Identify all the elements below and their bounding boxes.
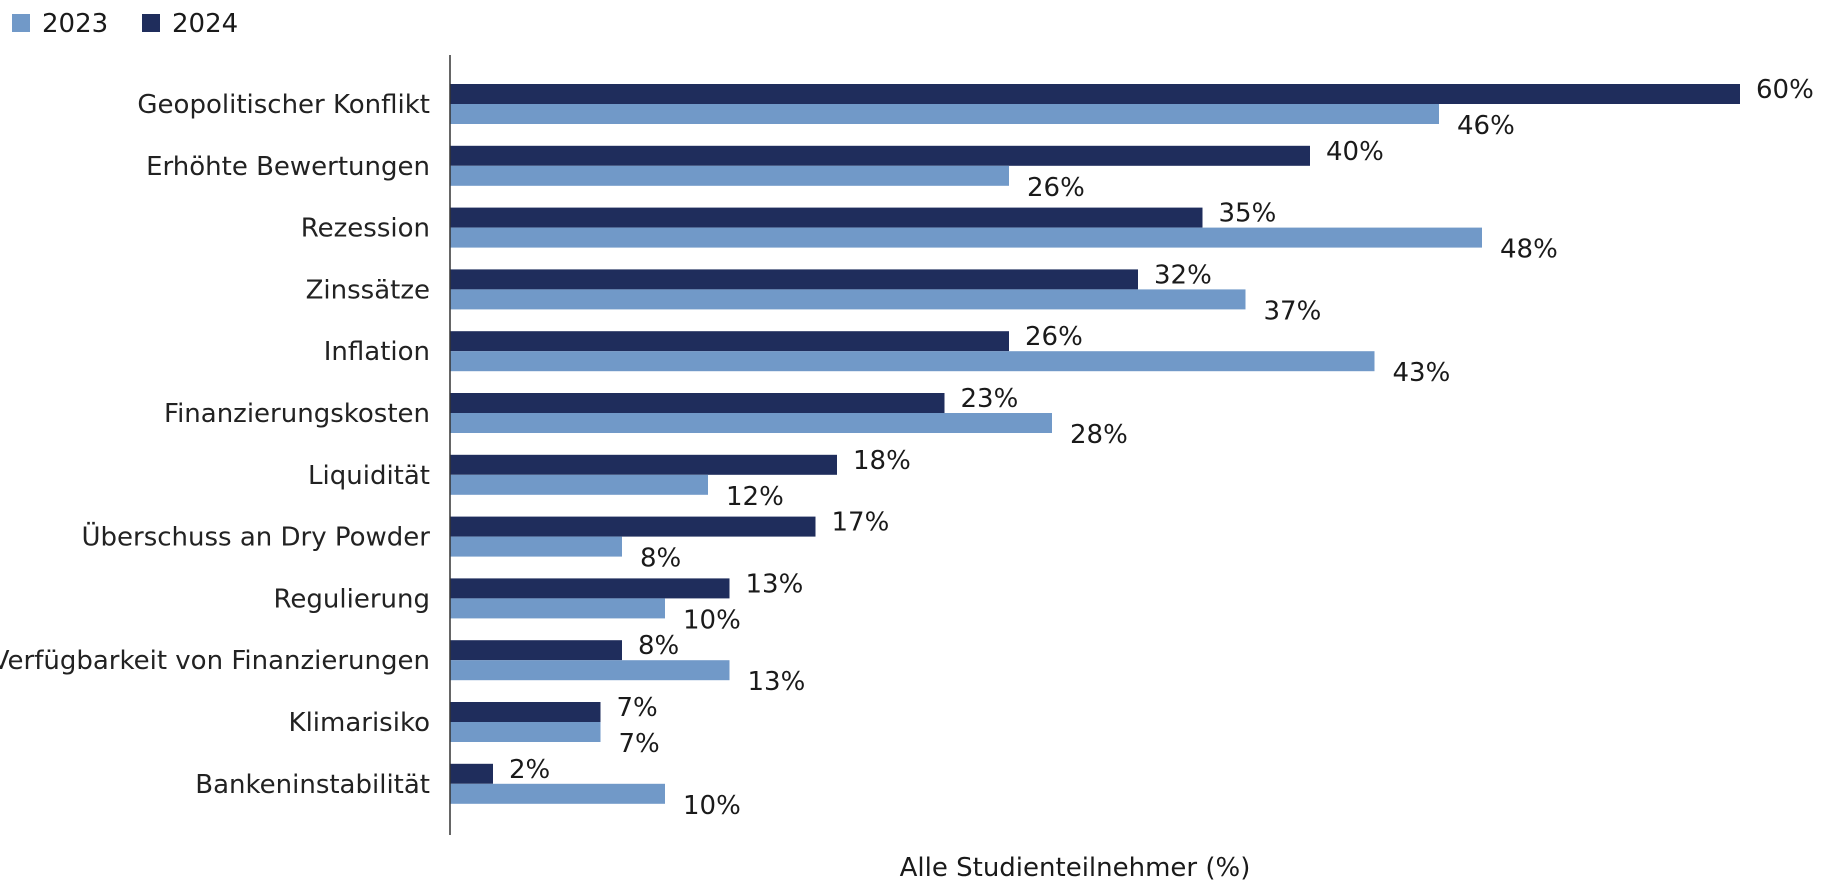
bar-2023-klimarisiko — [450, 722, 601, 742]
category-label-liquiditat: Liquidität — [308, 461, 430, 491]
value-label-2023-uberschuss-an-dry-powder: 8% — [640, 544, 681, 574]
bar-2024-rezession — [450, 207, 1203, 228]
value-labels: 60% 46% 40% 26% 35% 48% 32% 37% 26% 43% 23% 28% 18% 1… — [509, 75, 1814, 821]
bar-2024-verfugbarkeit-von-finanzierungen — [450, 640, 622, 661]
value-label-2024-inflation: 26% — [1025, 322, 1083, 352]
value-label-2023-zinssatze: 37% — [1264, 296, 1322, 326]
value-label-2024-finanzierungskosten: 23% — [961, 384, 1019, 414]
value-label-2024-bankeninstabilitat: 2% — [509, 755, 550, 785]
bar-2024-regulierung — [450, 578, 730, 599]
value-label-2024-zinssatze: 32% — [1154, 260, 1212, 290]
bar-2023-bankeninstabilitat — [450, 783, 665, 804]
value-label-2024-erhohte-bewertungen: 40% — [1326, 137, 1384, 167]
bar-2024-liquiditat — [450, 454, 837, 475]
category-label-zinssatze: Zinssätze — [306, 275, 430, 305]
bar-2023-inflation — [450, 351, 1375, 372]
value-label-2023-finanzierungskosten: 28% — [1070, 420, 1128, 450]
bar-2023-zinssatze — [450, 289, 1246, 310]
legend-label-2024: 2024 — [172, 9, 238, 39]
category-label-verfugbarkeit-von-finanzierungen: Verfügbarkeit von Finanzierungen — [0, 646, 430, 676]
bars-group — [450, 84, 1740, 804]
category-labels: Geopolitischer Konflikt Erhöhte Bewertung… — [0, 90, 430, 800]
value-label-2024-geopolitischer-konflikt: 60% — [1756, 75, 1814, 105]
legend: 2023 2024 — [12, 9, 238, 39]
value-label-2023-regulierung: 10% — [683, 605, 741, 635]
value-label-2024-rezession: 35% — [1219, 199, 1277, 229]
bar-2024-erhohte-bewertungen — [450, 145, 1310, 166]
bar-2023-uberschuss-an-dry-powder — [450, 536, 622, 557]
value-label-2023-liquiditat: 12% — [726, 482, 784, 512]
category-label-uberschuss-an-dry-powder: Überschuss an Dry Powder — [81, 521, 430, 553]
bar-2024-bankeninstabilitat — [450, 763, 493, 784]
category-label-regulierung: Regulierung — [274, 584, 430, 614]
value-label-2024-klimarisiko: 7% — [617, 693, 658, 723]
bar-2024-klimarisiko — [450, 702, 601, 722]
bar-2024-finanzierungskosten — [450, 393, 945, 413]
value-label-2023-verfugbarkeit-von-finanzierungen: 13% — [748, 667, 806, 697]
bar-2023-verfugbarkeit-von-finanzierungen — [450, 660, 730, 681]
category-label-inflation: Inflation — [324, 337, 430, 367]
value-label-2024-regulierung: 13% — [746, 569, 804, 599]
legend-swatch-2023 — [12, 14, 30, 32]
category-label-rezession: Rezession — [301, 214, 430, 244]
bar-2024-inflation — [450, 331, 1009, 352]
bar-2023-regulierung — [450, 598, 665, 619]
bar-2023-rezession — [450, 227, 1482, 248]
bar-2023-finanzierungskosten — [450, 413, 1052, 433]
value-label-2023-klimarisiko: 7% — [619, 729, 660, 759]
value-label-2023-geopolitischer-konflikt: 46% — [1457, 111, 1515, 141]
value-label-2023-rezession: 48% — [1500, 235, 1558, 265]
x-axis-title: Alle Studienteilnehmer (%) — [900, 853, 1251, 880]
category-label-geopolitischer-konflikt: Geopolitischer Konflikt — [137, 90, 430, 120]
value-label-2024-liquiditat: 18% — [853, 446, 911, 476]
bar-2024-zinssatze — [450, 269, 1138, 290]
category-label-finanzierungskosten: Finanzierungskosten — [164, 399, 430, 429]
value-label-2024-uberschuss-an-dry-powder: 17% — [832, 508, 890, 538]
legend-swatch-2024 — [142, 14, 160, 32]
value-label-2023-bankeninstabilitat: 10% — [683, 791, 741, 821]
bar-2024-uberschuss-an-dry-powder — [450, 516, 816, 537]
category-label-bankeninstabilitat: Bankeninstabilität — [195, 770, 430, 800]
category-label-erhohte-bewertungen: Erhöhte Bewertungen — [146, 152, 430, 182]
value-label-2023-inflation: 43% — [1393, 358, 1451, 388]
bar-2024-geopolitischer-konflikt — [450, 84, 1740, 104]
legend-label-2023: 2023 — [42, 9, 108, 39]
bar-2023-erhohte-bewertungen — [450, 165, 1009, 186]
value-label-2023-erhohte-bewertungen: 26% — [1027, 173, 1085, 203]
bar-2023-liquiditat — [450, 474, 708, 495]
category-label-klimarisiko: Klimarisiko — [289, 708, 430, 738]
bar-2023-geopolitischer-konflikt — [450, 104, 1439, 124]
value-label-2024-verfugbarkeit-von-finanzierungen: 8% — [638, 631, 679, 661]
